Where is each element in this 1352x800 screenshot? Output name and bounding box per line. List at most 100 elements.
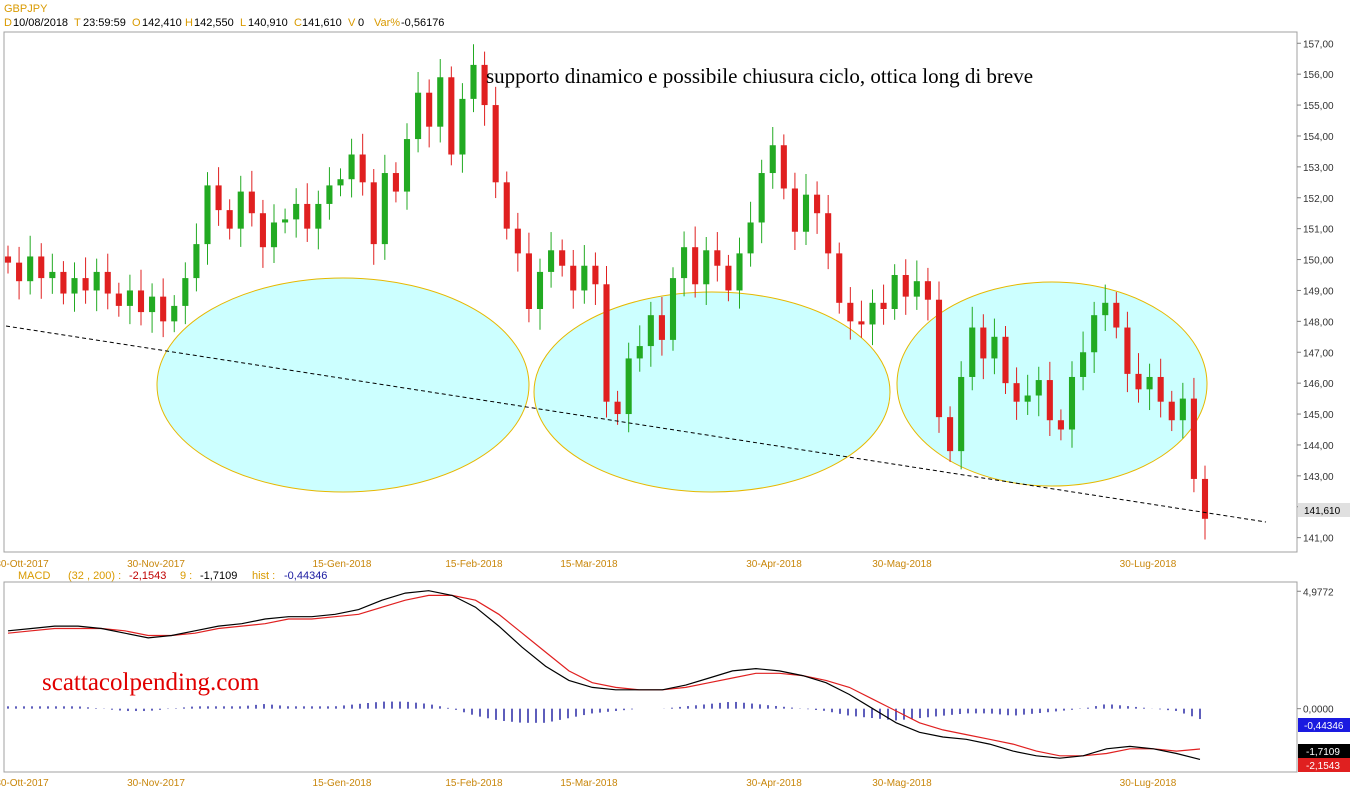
candle — [791, 172, 798, 250]
candle — [1124, 311, 1131, 393]
candle — [237, 175, 244, 247]
var-label: Var% — [374, 17, 400, 29]
candle-body — [514, 228, 521, 254]
candle-body — [392, 173, 399, 192]
candle-body — [791, 188, 798, 232]
candle-body — [836, 253, 843, 303]
macd-date-axis: 30-Ott-2017 30-Nov-2017 15-Gen-2018 15-Feb-… — [0, 778, 1177, 789]
candle-body — [104, 271, 111, 294]
candle-body — [270, 222, 278, 248]
candle — [1080, 331, 1087, 391]
candle-body — [902, 275, 909, 297]
signal-value-tag: -1,7109 — [1306, 747, 1340, 758]
candle — [802, 173, 810, 246]
candle — [747, 201, 754, 267]
candle — [315, 190, 322, 250]
candle — [204, 172, 211, 265]
candle — [93, 258, 100, 312]
macd-panel-frame — [3, 581, 1298, 773]
price-tick-label: 148,00 — [1303, 317, 1334, 328]
high-value: 142,550 — [194, 17, 234, 29]
candle-body — [947, 417, 954, 452]
var-value: -0,56176 — [401, 17, 444, 29]
candle — [736, 237, 743, 309]
candle — [215, 167, 222, 226]
candle-body — [780, 145, 787, 189]
candle-body — [1057, 420, 1064, 430]
candle-body — [149, 296, 156, 313]
candle-body — [958, 376, 965, 452]
candle-body — [49, 271, 56, 279]
candle-body — [991, 336, 998, 359]
support-trendline — [5, 325, 1267, 523]
candle-body — [259, 213, 266, 248]
candle-body — [681, 247, 688, 279]
signal-value: -1,7109 — [200, 570, 237, 582]
price-tick-label: 145,00 — [1303, 410, 1334, 421]
candle-body — [204, 185, 211, 245]
candle-body — [703, 250, 710, 285]
candle-body — [769, 145, 776, 174]
candle — [1024, 374, 1031, 415]
price-tick-label: 156,00 — [1303, 70, 1334, 81]
hist-label: hist : — [252, 570, 275, 582]
candle — [603, 266, 610, 418]
candle-body — [736, 253, 743, 291]
candle-body — [1035, 380, 1042, 396]
candle-body — [980, 327, 987, 359]
candle-body — [880, 302, 887, 309]
candle-body — [1135, 373, 1142, 390]
price-tick-label: 157,00 — [1303, 39, 1334, 50]
candle — [559, 239, 566, 277]
candle — [647, 301, 654, 367]
candle-body — [403, 139, 411, 192]
candle — [592, 252, 599, 305]
macd-line — [7, 590, 1201, 760]
candle-body — [82, 278, 89, 291]
candle — [193, 223, 200, 292]
candle — [293, 188, 300, 238]
close-label: C — [294, 17, 302, 29]
candle-body — [603, 284, 610, 402]
candle — [182, 262, 189, 325]
candle-body — [1157, 376, 1164, 402]
candle — [847, 287, 854, 340]
price-tick-label: 151,00 — [1303, 225, 1334, 236]
candle-body — [1179, 398, 1186, 421]
candle-body — [415, 92, 422, 140]
candle-body — [437, 77, 444, 127]
candle — [392, 162, 399, 203]
candle — [758, 159, 765, 244]
signal-value-box — [1298, 744, 1350, 758]
candle — [27, 235, 34, 295]
candle — [403, 123, 411, 210]
candle — [270, 204, 278, 263]
price-date-tick-label: 30-Apr-2018 — [746, 559, 802, 570]
candle-body — [570, 265, 577, 291]
candle-body — [1124, 327, 1131, 374]
candle-body — [304, 203, 311, 229]
candle — [980, 314, 987, 380]
low-value: 140,910 — [248, 17, 288, 29]
macd-tick-label: 0,0000 — [1303, 705, 1334, 716]
hist-value: -0,44346 — [284, 570, 327, 582]
candle — [492, 86, 499, 199]
candle-body — [503, 182, 510, 229]
candle-body — [625, 358, 632, 415]
candle — [1168, 390, 1175, 432]
candle-body — [93, 271, 100, 291]
price-tick-label: 144,00 — [1303, 441, 1334, 452]
candle-body — [825, 213, 832, 254]
price-date-tick-label: 15-Mar-2018 — [560, 559, 618, 570]
macd-params: (32 , 200) : — [68, 570, 121, 582]
candle — [437, 59, 444, 143]
candle-body — [459, 98, 466, 155]
price-date-tick-label: 30-Ott-2017 — [0, 559, 49, 570]
macd-value-tag: -2,1543 — [1306, 761, 1340, 772]
candle — [669, 267, 677, 351]
candle — [426, 79, 433, 148]
candle-body — [137, 290, 145, 313]
macd-date-tick-label: 30-Nov-2017 — [127, 778, 185, 789]
candle — [769, 127, 776, 189]
